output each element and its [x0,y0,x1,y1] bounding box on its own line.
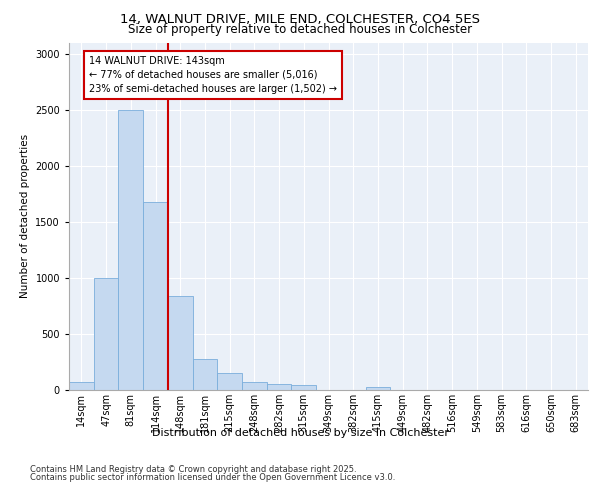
Bar [267,384,292,390]
Text: 14, WALNUT DRIVE, MILE END, COLCHESTER, CO4 5ES: 14, WALNUT DRIVE, MILE END, COLCHESTER, … [120,12,480,26]
Bar [143,202,168,390]
Bar [193,358,217,390]
Bar [365,387,390,390]
Bar [217,372,242,390]
Text: Contains HM Land Registry data © Crown copyright and database right 2025.: Contains HM Land Registry data © Crown c… [30,465,356,474]
Text: Size of property relative to detached houses in Colchester: Size of property relative to detached ho… [128,22,472,36]
Bar [292,385,316,390]
Bar [69,382,94,390]
Bar [242,382,267,390]
Bar [168,296,193,390]
Y-axis label: Number of detached properties: Number of detached properties [20,134,29,298]
Bar [94,278,118,390]
Text: Contains public sector information licensed under the Open Government Licence v3: Contains public sector information licen… [30,472,395,482]
Text: 14 WALNUT DRIVE: 143sqm
← 77% of detached houses are smaller (5,016)
23% of semi: 14 WALNUT DRIVE: 143sqm ← 77% of detache… [89,56,337,94]
Text: Distribution of detached houses by size in Colchester: Distribution of detached houses by size … [151,428,449,438]
Bar [118,110,143,390]
